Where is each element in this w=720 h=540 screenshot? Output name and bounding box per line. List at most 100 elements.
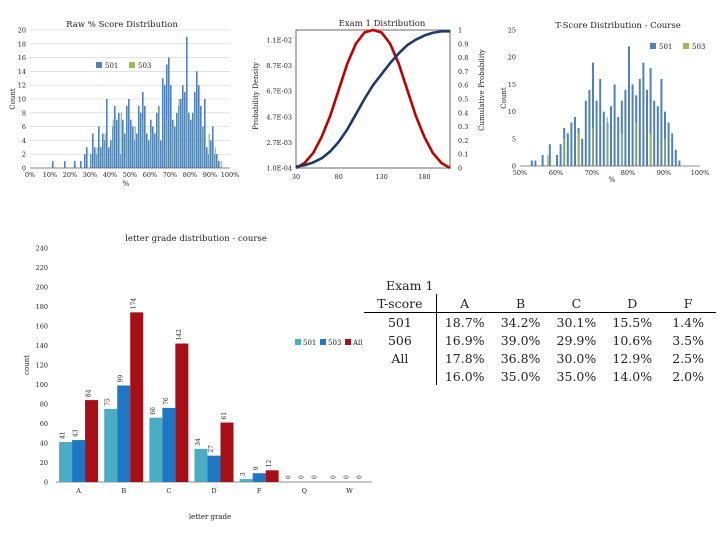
y-tick-label: 60 xyxy=(40,420,48,428)
y-tick-label: 40 xyxy=(40,440,48,448)
grade-bar xyxy=(85,400,99,482)
x-tick-label: 130 xyxy=(375,173,387,181)
histogram-bar xyxy=(164,85,166,168)
y-axis-label: Count xyxy=(9,88,17,110)
histogram-bar xyxy=(592,127,594,166)
x-tick-label: 20% xyxy=(63,171,77,179)
histogram-bar xyxy=(154,133,156,168)
y-tick-label: 100 xyxy=(36,381,48,389)
histogram-bar xyxy=(182,85,184,168)
x-tick-label: 80% xyxy=(183,171,197,179)
histogram-bar xyxy=(168,57,170,168)
y-tick-label: 1.1E-02 xyxy=(266,37,292,45)
legend-label: 503 xyxy=(138,62,151,70)
histogram-bar xyxy=(170,85,172,168)
data-label: 84 xyxy=(86,389,93,397)
t-score-histogram: 0 5 10 15 20 25 50% 60% 70% 80% 90% 100% T-Score Dis… xyxy=(500,21,709,184)
histogram-bar xyxy=(664,138,666,166)
histogram-bar xyxy=(86,147,88,168)
table-cell: 17.8% xyxy=(444,350,485,366)
data-label: 0 xyxy=(285,475,292,479)
legend-swatch xyxy=(345,339,351,345)
histogram-bar xyxy=(108,147,110,168)
data-label: 0 xyxy=(311,475,318,479)
y2-tick-label: 0.3 xyxy=(458,123,468,131)
y2-tick-label: 0.8 xyxy=(458,54,468,62)
histogram-bar xyxy=(577,133,579,166)
y-tick-label: 140 xyxy=(36,342,48,350)
plot-frame xyxy=(295,29,451,169)
data-label: 174 xyxy=(131,298,138,310)
histogram-bar xyxy=(196,71,198,168)
table-cell: 30.0% xyxy=(556,350,597,366)
histogram-bar xyxy=(158,105,160,168)
histogram-bar xyxy=(186,36,188,169)
histogram-bar xyxy=(100,147,102,168)
x-axis-label: letter grade xyxy=(189,513,231,521)
x-tick-label: 30 xyxy=(292,173,300,181)
legend-swatch xyxy=(96,62,102,68)
histogram-bar xyxy=(152,126,154,168)
grade-bar xyxy=(162,407,176,482)
table-cell: 14.0% xyxy=(612,368,653,384)
y-tick-label: 20 xyxy=(40,459,48,467)
y2-tick-label: 0.6 xyxy=(458,82,468,90)
table-cell: 36.8% xyxy=(500,350,541,366)
table-row: 16.0% 35.0% 35.0% 14.0% 2.0% xyxy=(364,367,716,385)
y-tick-label: 25 xyxy=(508,27,516,35)
grade-bar xyxy=(252,473,266,482)
histogram-bar xyxy=(156,112,158,168)
histogram-bar xyxy=(138,105,140,168)
histogram-bar xyxy=(599,78,602,166)
histogram-bar xyxy=(592,62,594,166)
y-tick-label: 80 xyxy=(40,401,48,409)
header-cell: F xyxy=(660,294,716,313)
histogram-bar xyxy=(212,126,214,168)
y-tick-label: 6.7E-03 xyxy=(266,88,292,96)
table-title: Exam 1 xyxy=(386,278,434,293)
y-tick-label: 10 xyxy=(18,96,26,104)
histogram-bar xyxy=(180,99,182,168)
histogram-bar xyxy=(94,147,96,168)
histogram-bar xyxy=(162,78,164,168)
histogram-bar xyxy=(559,144,562,166)
table-cell: 10.6% xyxy=(612,332,653,348)
histogram-bar xyxy=(84,154,86,168)
data-label: 9 xyxy=(253,466,260,470)
histogram-bar xyxy=(176,112,178,168)
x-tick-label: 50% xyxy=(513,169,527,177)
histogram-bar xyxy=(102,133,104,168)
grade-bar xyxy=(265,470,279,482)
data-label: 61 xyxy=(221,412,228,420)
y-tick-label: 160 xyxy=(36,323,48,331)
y-axis-label: count xyxy=(23,355,31,375)
histogram-bar xyxy=(114,105,116,168)
y-tick-label: 20 xyxy=(508,54,516,62)
x-tick-label: F xyxy=(257,487,262,495)
histogram-bar xyxy=(174,126,176,168)
histogram-bar xyxy=(642,62,645,166)
histogram-bar xyxy=(74,161,76,168)
raw-score-histogram: 0 2 4 6 8 10 12 14 16 18 20 0% 10% 20% 30% 40% 50% 60% 70%… xyxy=(9,20,239,188)
histogram-bar xyxy=(656,106,659,166)
histogram-bar xyxy=(574,117,576,166)
y-tick-label: 0 xyxy=(512,163,516,171)
histogram-bar xyxy=(64,161,66,168)
legend-label: 501 xyxy=(659,43,672,51)
histogram-bar xyxy=(112,119,114,168)
y-tick-label: 8.7E-03 xyxy=(266,62,292,70)
histogram-bar xyxy=(110,140,112,168)
y-axis-label: Probability Density xyxy=(252,62,260,130)
x-axis-label: % xyxy=(609,176,616,184)
table-cell: 16.0% xyxy=(444,368,485,384)
grade-bar xyxy=(117,385,131,482)
x-tick-label: 30% xyxy=(83,171,97,179)
histogram-bar xyxy=(52,161,54,168)
y-tick-label: 120 xyxy=(36,362,48,370)
x-tick-label: 90% xyxy=(203,171,217,179)
grade-bar xyxy=(175,343,189,482)
histogram-bar xyxy=(126,133,128,168)
histogram-bar xyxy=(134,126,136,168)
table-cell: 3.5% xyxy=(672,332,704,348)
grade-bar xyxy=(239,479,253,482)
